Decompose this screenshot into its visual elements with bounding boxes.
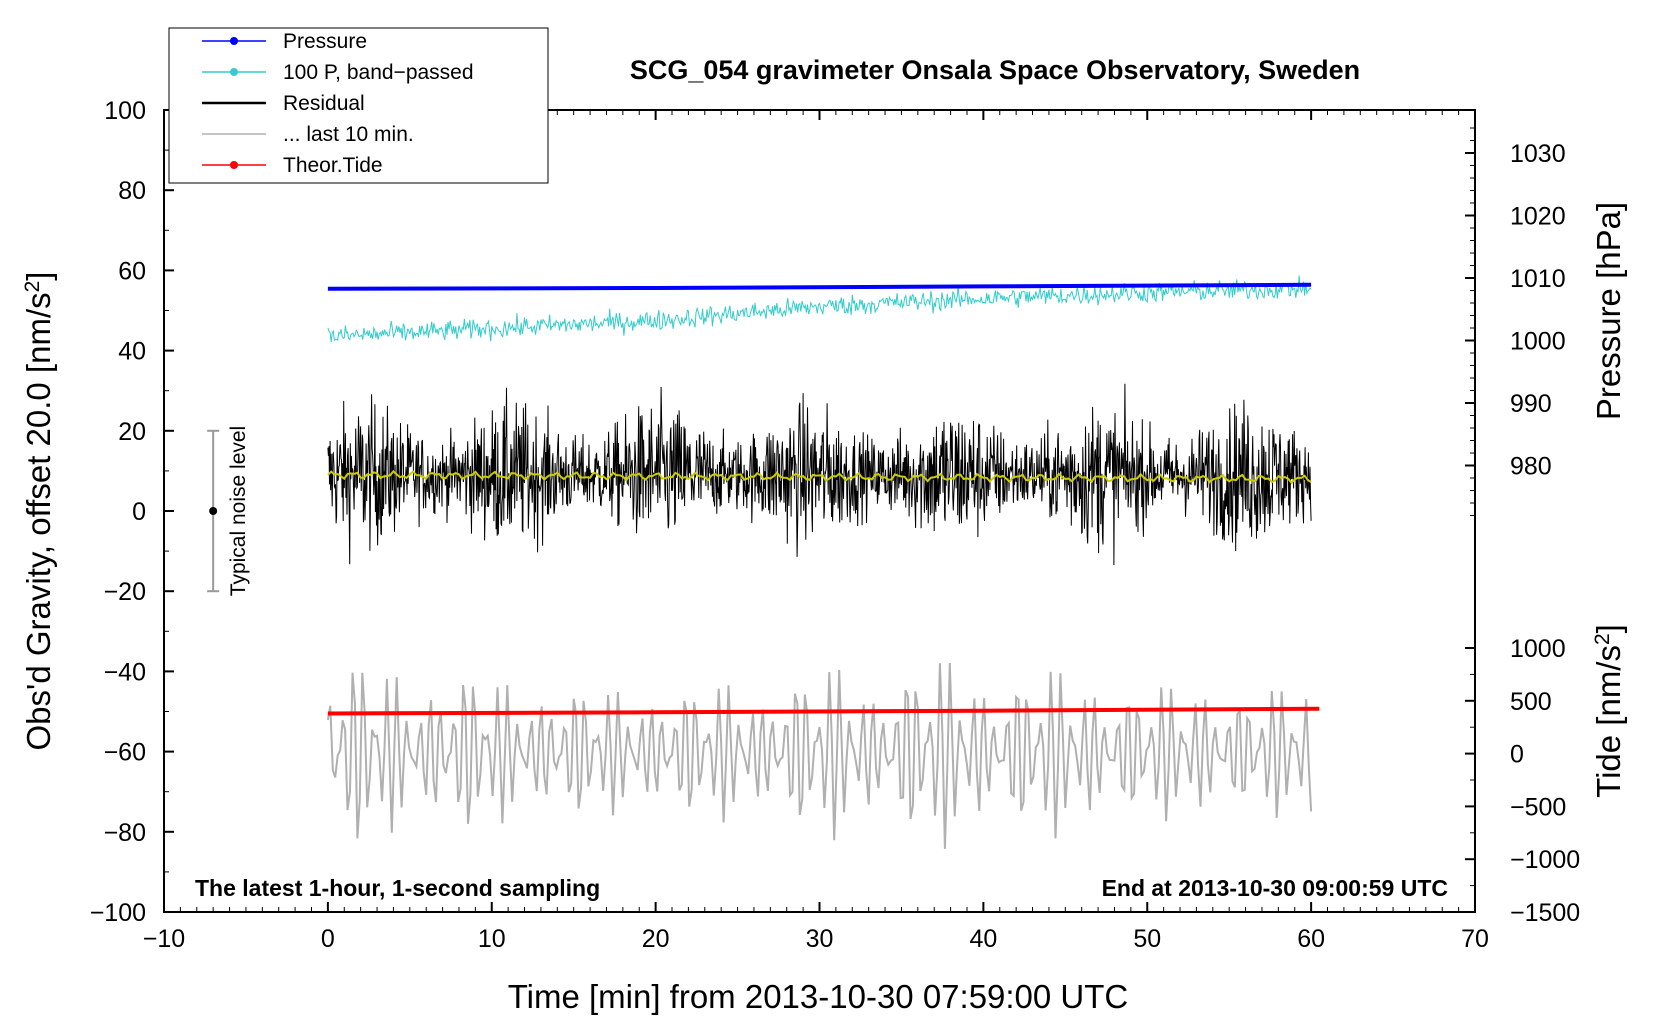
pressure-tick-label: 1030: [1510, 140, 1566, 168]
tide-tick-label: −1500: [1510, 899, 1580, 927]
x-axis-title: Time [min] from 2013-10-30 07:59:00 UTC: [508, 978, 1129, 1015]
legend-marker: [230, 161, 238, 169]
x-tick-label: 30: [806, 925, 834, 953]
chart-title: SCG_054 gravimeter Onsala Space Observat…: [630, 55, 1360, 85]
x-tick-label: 70: [1461, 925, 1489, 953]
x-tick-label: −10: [143, 925, 185, 953]
series-residual-line: [327, 383, 1312, 566]
tide-tick-label: −500: [1510, 793, 1566, 821]
y-tick-label: 80: [118, 177, 146, 205]
pressure-tick-label: 1020: [1510, 203, 1566, 231]
y-axis-title: Obs'd Gravity, offset 20.0 [nm/s2]: [20, 272, 57, 751]
x-tick-label: 10: [478, 925, 506, 953]
noise-bar-dot: [209, 507, 218, 515]
y-tick-label: 0: [132, 498, 146, 526]
series-residual-mean-line: [327, 469, 1312, 485]
legend-label: Pressure: [283, 30, 367, 53]
legend-label: Theor.Tide: [283, 154, 383, 177]
legend-label: 100 P, band−passed: [283, 61, 474, 84]
tide-tick-label: 1000: [1510, 635, 1566, 663]
y-tick-label: −40: [104, 658, 146, 686]
y-tick-label: −20: [104, 578, 146, 606]
y-tick-label: −60: [104, 739, 146, 767]
y-tick-label: 60: [118, 257, 146, 285]
x-tick-label: 20: [642, 925, 670, 953]
tide-axis-title: Tide [nm/s2]: [1590, 624, 1627, 798]
noise-bar-label: Typical noise level: [227, 426, 250, 596]
series-pressure-line: [327, 282, 1312, 291]
y-tick-label: 20: [118, 418, 146, 446]
y-tick-label: −80: [104, 819, 146, 847]
y-tick-label: 100: [104, 97, 146, 125]
tide-tick-label: 0: [1510, 741, 1524, 769]
series-layer: [326, 275, 1320, 849]
pressure-tick-label: 990: [1510, 390, 1552, 418]
legend-marker: [230, 68, 238, 76]
x-tick-label: 0: [321, 925, 335, 953]
legend-label: Residual: [283, 92, 365, 115]
pressure-tick-label: 980: [1510, 453, 1552, 481]
tide-tick-label: −1000: [1510, 846, 1580, 874]
tide-tick-label: 500: [1510, 688, 1552, 716]
series-last10min-line: [326, 662, 1313, 849]
x-tick-label: 50: [1133, 925, 1161, 953]
y-tick-label: −100: [90, 899, 146, 927]
y-tick-label: 40: [118, 338, 146, 366]
x-tick-label: 60: [1297, 925, 1325, 953]
series-bandpassed-line: [327, 275, 1312, 342]
x-tick-label: 40: [969, 925, 997, 953]
axis-layer: −10 0 10 20 30 40 50 60 70−100−80−60−40−20020406…: [90, 97, 1581, 953]
series-tide-line: [327, 706, 1320, 716]
noise-bar: Typical noise level: [207, 426, 250, 596]
annotation-end-time: End at 2013-10-30 09:00:59 UTC: [1102, 875, 1448, 901]
legend-marker: [230, 37, 238, 45]
pressure-tick-label: 1000: [1510, 328, 1566, 356]
annotation-sampling: The latest 1-hour, 1-second sampling: [195, 875, 600, 901]
pressure-tick-label: 1010: [1510, 265, 1566, 293]
pressure-axis-title: Pressure [hPa]: [1590, 202, 1627, 420]
legend: Pressure 100 P, band−passed Residual ... la…: [168, 27, 549, 184]
legend-label: ... last 10 min.: [283, 123, 414, 146]
legend-box: [168, 27, 549, 184]
